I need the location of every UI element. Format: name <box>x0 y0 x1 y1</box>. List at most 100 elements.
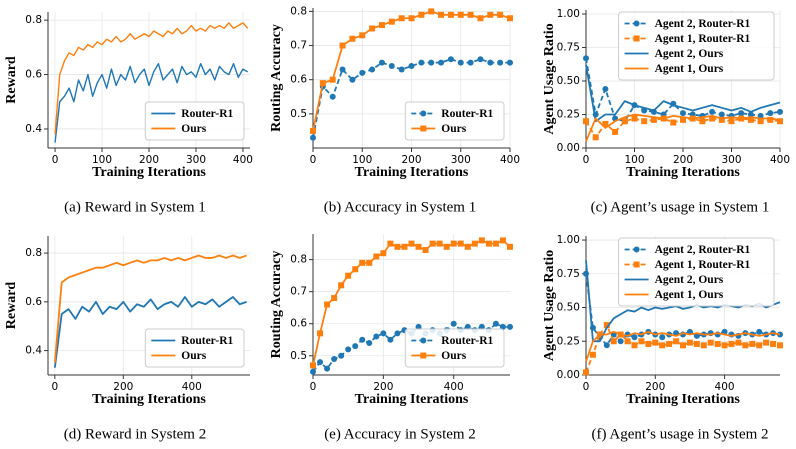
marker <box>670 119 677 126</box>
marker <box>331 355 338 362</box>
y-axis-label: Routing Accuracy <box>269 24 284 132</box>
marker <box>352 266 359 273</box>
x-axis-label: Training Iterations <box>626 165 740 180</box>
x-tick-label: 0 <box>310 381 317 393</box>
marker <box>394 330 401 337</box>
marker <box>777 331 783 338</box>
marker <box>631 115 638 122</box>
marker <box>438 59 445 66</box>
marker <box>418 11 425 18</box>
x-tick-label: 0 <box>52 381 59 393</box>
legend-label: Ours <box>441 350 466 362</box>
marker <box>638 338 645 345</box>
marker <box>477 56 484 63</box>
marker <box>467 59 474 66</box>
x-tick-label: 100 <box>92 154 112 166</box>
x-tick-label: 0 <box>52 154 59 166</box>
marker <box>507 323 513 330</box>
legend-box <box>144 328 245 368</box>
caption: (e) Accuracy in System 2 <box>324 426 476 442</box>
marker <box>329 93 336 100</box>
legend-box <box>404 328 505 368</box>
y-tick-label: 0.50 <box>557 75 580 87</box>
x-tick-label: 400 <box>770 154 790 166</box>
marker <box>349 35 356 42</box>
marker <box>680 342 686 349</box>
marker <box>763 339 770 346</box>
marker <box>680 116 686 123</box>
legend-box <box>144 101 245 141</box>
marker <box>373 333 380 340</box>
marker <box>436 240 443 247</box>
marker <box>388 18 395 25</box>
marker <box>345 346 352 353</box>
marker <box>408 240 415 247</box>
marker <box>756 328 763 335</box>
marker <box>369 25 376 32</box>
y-tick-label: 1.00 <box>557 8 580 20</box>
marker <box>387 240 394 247</box>
marker <box>497 11 504 18</box>
marker <box>602 120 609 127</box>
legend-label: Agent 1, Router-R1 <box>655 33 751 45</box>
series-line <box>54 22 249 135</box>
legend: Agent 2, Router-R1 Agent 1, Router-R1 Agen… <box>618 11 775 81</box>
marker <box>507 59 513 66</box>
legend-label: Agent 2, Router-R1 <box>655 244 751 256</box>
legend-label: Agent 2, Ours <box>655 48 724 60</box>
marker <box>369 66 376 73</box>
marker <box>624 338 631 345</box>
marker <box>310 127 316 134</box>
marker <box>319 80 326 87</box>
marker <box>583 55 589 62</box>
marker <box>631 334 638 341</box>
marker <box>378 59 385 66</box>
x-tick-label: 200 <box>645 381 665 393</box>
marker <box>621 118 628 125</box>
y-tick-label: 0.6 <box>25 69 42 81</box>
caption: (a) Reward in System 1 <box>64 199 206 215</box>
legend: Agent 2, Router-R1 Agent 1, Router-R1 Agen… <box>618 237 775 307</box>
x-tick-label: 0 <box>310 154 317 166</box>
marker <box>777 342 783 349</box>
marker <box>477 15 484 22</box>
marker <box>420 125 427 132</box>
y-tick-label: 0.7 <box>290 286 307 298</box>
y-tick-label: 0.5 <box>290 108 307 120</box>
marker <box>428 59 435 66</box>
x-tick-label: 300 <box>721 154 741 166</box>
marker <box>378 22 385 29</box>
x-axis-label: Training Iterations <box>355 392 469 407</box>
marker <box>777 108 783 115</box>
marker <box>401 243 408 250</box>
marker <box>487 59 494 66</box>
y-tick-label: 0.75 <box>557 268 580 280</box>
marker <box>633 20 640 27</box>
marker <box>457 240 464 247</box>
marker <box>633 246 640 253</box>
marker <box>457 11 464 18</box>
marker <box>438 11 445 18</box>
series-line <box>585 330 781 362</box>
y-tick-label: 0.75 <box>557 42 580 54</box>
x-tick-label: 200 <box>139 154 159 166</box>
legend: Router-R1 Ours <box>144 101 245 141</box>
marker <box>349 76 356 83</box>
marker <box>317 359 324 366</box>
y-tick-label: 0.4 <box>25 123 42 135</box>
marker <box>329 76 336 83</box>
y-tick-label: 0.00 <box>557 142 580 154</box>
marker <box>420 110 427 117</box>
caption: (c) Agent’s usage in System 1 <box>591 199 770 215</box>
marker <box>728 118 735 125</box>
marker <box>735 339 742 346</box>
y-tick-label: 0.6 <box>25 296 42 308</box>
marker <box>422 247 429 254</box>
marker <box>742 342 749 349</box>
marker <box>408 63 415 70</box>
marker <box>317 330 324 337</box>
marker <box>756 342 763 349</box>
marker <box>721 342 728 349</box>
marker <box>700 342 707 349</box>
marker <box>693 340 700 347</box>
